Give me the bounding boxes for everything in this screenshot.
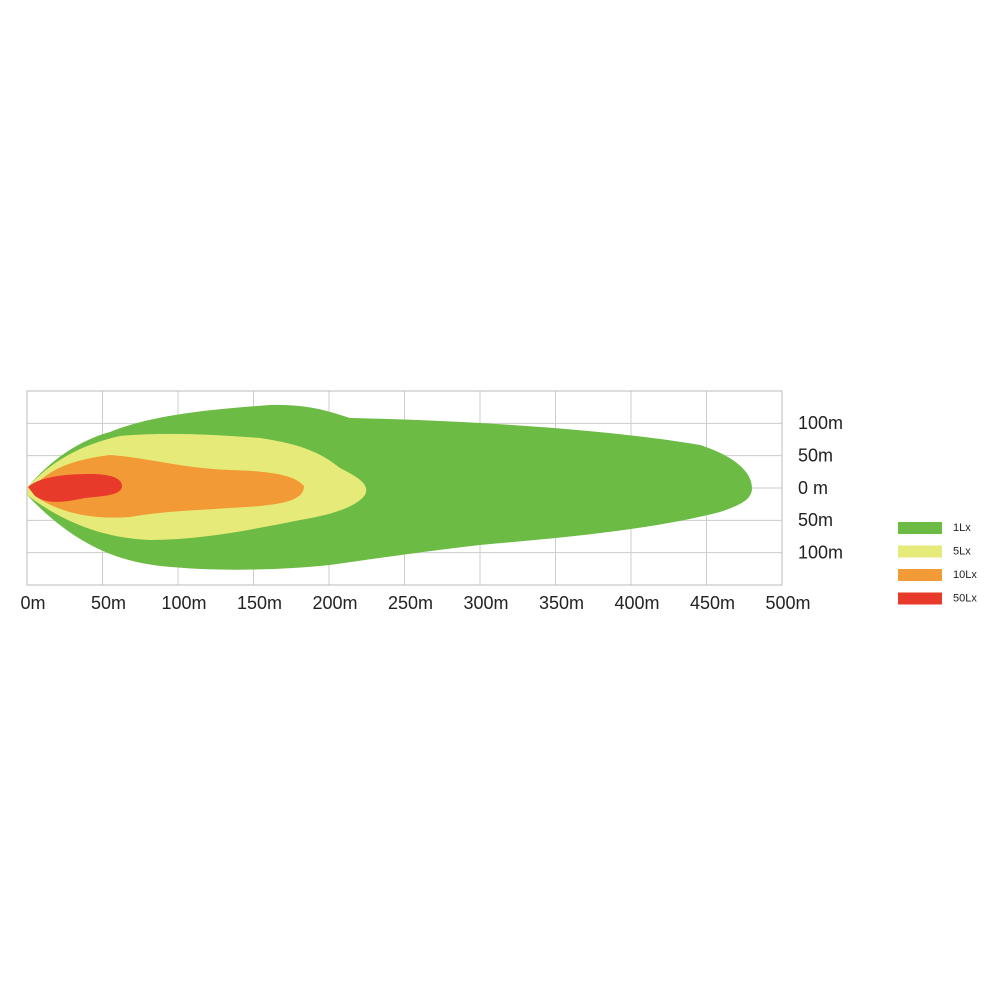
x-tick-label: 200m [312,593,357,613]
legend-swatch [898,592,942,605]
legend-label: 5Lx [953,545,971,557]
legend-swatch [898,522,942,534]
x-tick-label: 50m [91,593,126,613]
contour-10lx [35,455,304,518]
legend-label: 1Lx [953,522,971,534]
x-tick-label: 250m [388,593,433,613]
x-tick-label: 0m [20,593,45,613]
y-tick-label: 100m [798,413,843,433]
y-tick-label: 50m [798,445,833,465]
legend-label: 50Lx [953,592,977,604]
x-tick-label: 300m [463,593,508,613]
y-tick-label: 50m [798,510,833,530]
x-tick-label: 150m [237,593,282,613]
x-tick-label: 450m [690,593,735,613]
x-tick-label: 350m [539,593,584,613]
x-tick-label: 500m [765,593,810,613]
x-tick-label: 400m [614,593,659,613]
legend-label: 10Lx [953,569,977,581]
y-tick-label: 0 m [798,478,828,498]
x-tick-label: 100m [161,593,206,613]
plot-frame [26,390,783,586]
legend-swatch [898,569,942,581]
legend-swatch [898,545,942,558]
contour-50lx [28,474,122,502]
y-tick-label: 100m [798,542,843,562]
